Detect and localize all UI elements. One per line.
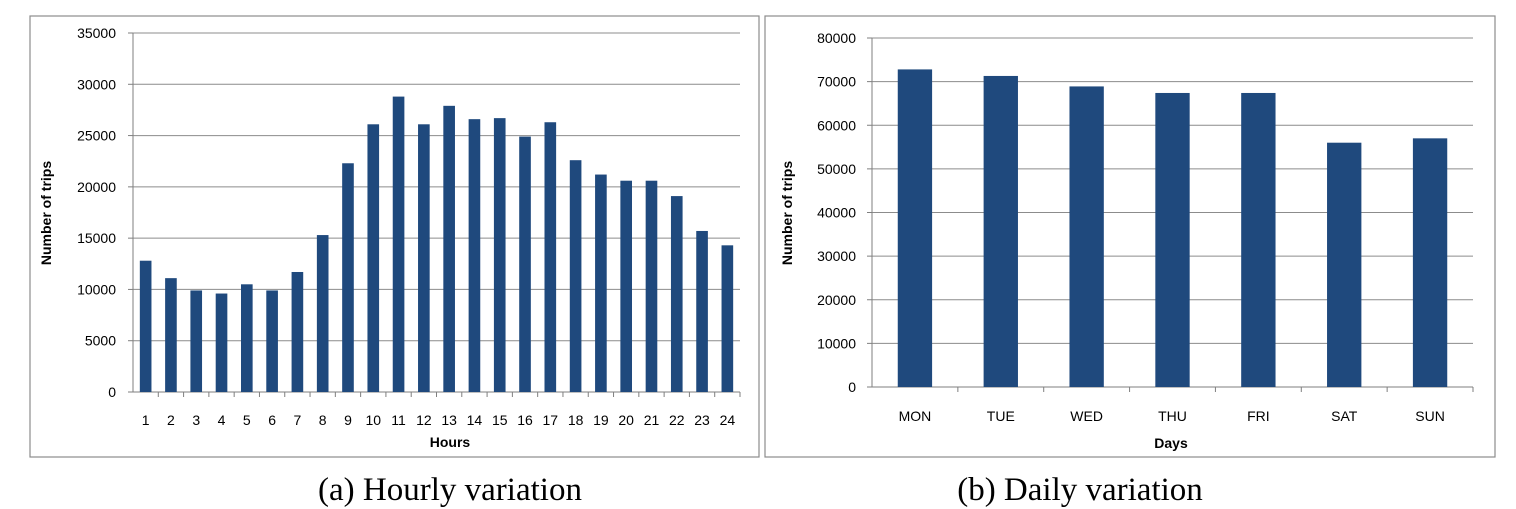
hourly-bar-17 xyxy=(544,122,557,392)
hourly-x-tick-label: 15 xyxy=(492,412,508,428)
hourly-x-tick-labels: 1 2 3 4 5 6 7 8 9 10 11 12 13 14 15 16 17 18 19 20 21 22 23 24 xyxy=(142,412,736,428)
daily-bar-mon xyxy=(897,69,933,387)
hourly-x-tick-label: 19 xyxy=(593,412,609,428)
hourly-y-tick-label: 5000 xyxy=(85,333,116,349)
hourly-x-tick-label: 8 xyxy=(319,412,327,428)
daily-bar-thu xyxy=(1155,92,1190,387)
daily-y-tick-label: 50000 xyxy=(817,161,856,177)
hourly-bar-1 xyxy=(139,260,152,392)
hourly-bars xyxy=(139,96,734,393)
hourly-y-tick-label: 15000 xyxy=(77,230,116,246)
hourly-bar-6 xyxy=(266,290,278,392)
hourly-bar-15 xyxy=(493,118,506,393)
hourly-x-tick-label: 16 xyxy=(517,412,533,428)
hourly-x-tick-label: 7 xyxy=(293,412,301,428)
hourly-x-tick-label: 5 xyxy=(243,412,251,428)
hourly-bar-23 xyxy=(696,230,708,392)
hourly-bar-8 xyxy=(316,235,329,392)
daily-chart: 0 10000 20000 30000 40000 50000 60000 70000 8000… xyxy=(764,15,1496,458)
hourly-x-tick-label: 11 xyxy=(391,412,406,428)
daily-y-tick-label: 30000 xyxy=(817,248,856,264)
hourly-y-tick-label: 30000 xyxy=(77,76,116,92)
hourly-bar-13 xyxy=(443,105,455,392)
daily-x-tick-labels: MON TUE WED THU FRI SAT SUN xyxy=(899,408,1445,424)
hourly-x-tick-label: 3 xyxy=(192,412,200,428)
daily-x-tick-label: SAT xyxy=(1331,408,1358,424)
hourly-bar-24 xyxy=(721,245,734,392)
hourly-bar-10 xyxy=(367,124,380,392)
daily-bar-sun xyxy=(1412,138,1448,387)
hourly-x-tick-label: 14 xyxy=(467,412,483,428)
daily-y-tick-label: 70000 xyxy=(817,74,856,90)
daily-bars xyxy=(897,69,1448,388)
hourly-bar-22 xyxy=(670,196,683,392)
hourly-y-tick-label: 25000 xyxy=(77,128,116,144)
hourly-x-tick-label: 23 xyxy=(694,412,710,428)
daily-x-tick-label: MON xyxy=(899,408,932,424)
hourly-bar-7 xyxy=(291,271,304,392)
daily-x-tick-label: WED xyxy=(1070,408,1103,424)
daily-y-tick-label: 0 xyxy=(848,379,856,395)
hourly-x-tick-label: 17 xyxy=(543,412,559,428)
daily-x-tick-label: SUN xyxy=(1415,408,1445,424)
hourly-x-tick-label: 2 xyxy=(167,412,175,428)
hourly-gridlines xyxy=(128,32,741,397)
hourly-x-tick-label: 13 xyxy=(441,412,457,428)
daily-y-axis-title: Number of trips xyxy=(779,161,795,265)
hourly-x-tick-label: 24 xyxy=(720,412,736,428)
hourly-y-tick-label: 10000 xyxy=(77,281,116,297)
hourly-bar-3 xyxy=(190,290,203,392)
hourly-bar-19 xyxy=(595,174,607,392)
hourly-x-tick-label: 10 xyxy=(365,412,381,428)
hourly-x-tick-label: 21 xyxy=(644,412,660,428)
daily-y-tick-label: 20000 xyxy=(817,292,856,308)
hourly-x-tick-label: 9 xyxy=(344,412,352,428)
hourly-x-axis-title: Hours xyxy=(430,434,471,450)
hourly-x-tick-label: 4 xyxy=(218,412,226,428)
daily-y-tick-label: 40000 xyxy=(817,205,856,221)
hourly-y-tick-label: 0 xyxy=(108,384,116,400)
hourly-y-tick-labels: 0 5000 10000 15000 20000 25000 30000 35000 xyxy=(77,25,116,400)
hourly-x-tick-label: 22 xyxy=(669,412,685,428)
daily-x-tick-label: TUE xyxy=(987,408,1015,424)
daily-bar-tue xyxy=(983,75,1018,388)
hourly-x-tick-label: 6 xyxy=(268,412,276,428)
daily-chart-border xyxy=(764,15,1496,458)
hourly-bar-14 xyxy=(468,119,481,392)
daily-x-axis-title: Days xyxy=(1154,435,1188,451)
hourly-y-tick-label: 20000 xyxy=(77,179,116,195)
hourly-bar-16 xyxy=(519,136,531,392)
daily-bar-wed xyxy=(1069,86,1104,387)
daily-y-tick-label: 10000 xyxy=(817,335,856,351)
hourly-y-tick-label: 35000 xyxy=(77,25,116,41)
daily-bar-sat xyxy=(1327,142,1362,387)
hourly-bar-20 xyxy=(620,180,633,392)
hourly-bar-18 xyxy=(569,160,582,392)
hourly-x-tick-label: 20 xyxy=(618,412,634,428)
hourly-bar-2 xyxy=(165,278,177,392)
hourly-bar-9 xyxy=(342,163,354,392)
daily-bar-fri xyxy=(1241,92,1276,387)
daily-y-tick-label: 80000 xyxy=(817,30,856,46)
hourly-y-axis-title: Number of trips xyxy=(38,161,54,265)
hourly-x-tick-label: 18 xyxy=(568,412,584,428)
hourly-bar-4 xyxy=(215,293,228,392)
hourly-x-tick-label: 12 xyxy=(416,412,432,428)
daily-x-tick-label: FRI xyxy=(1247,408,1270,424)
daily-y-tick-label: 60000 xyxy=(817,117,856,133)
hourly-bar-11 xyxy=(392,96,405,392)
daily-x-tick-label: THU xyxy=(1158,408,1187,424)
hourly-bar-5 xyxy=(240,284,253,392)
hourly-x-tick-label: 1 xyxy=(142,412,150,428)
daily-y-tick-labels: 0 10000 20000 30000 40000 50000 60000 70000 8000… xyxy=(817,30,856,395)
hourly-bar-21 xyxy=(645,180,658,392)
hourly-caption: (a) Hourly variation xyxy=(318,472,582,508)
hourly-bar-12 xyxy=(418,124,430,392)
daily-caption: (b) Daily variation xyxy=(957,472,1203,508)
